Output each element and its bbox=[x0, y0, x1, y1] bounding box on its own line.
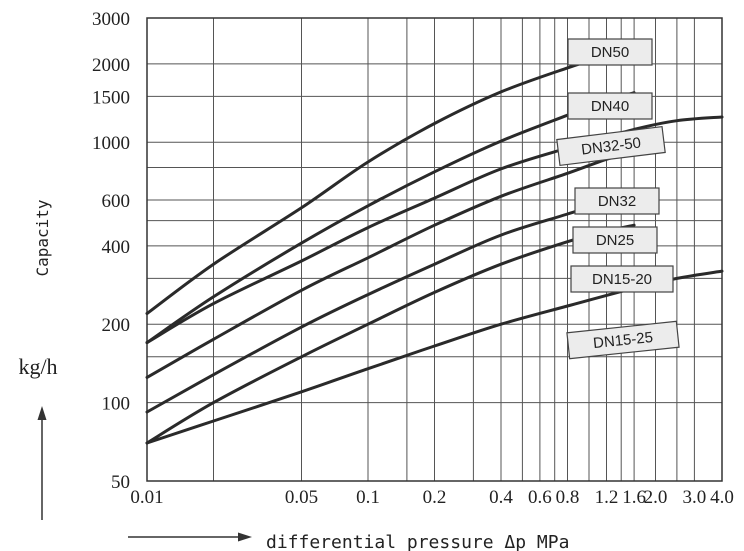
series-label-text: DN32 bbox=[598, 193, 636, 210]
y-tick-label: 400 bbox=[102, 237, 131, 258]
series-label-text: DN50 bbox=[591, 44, 629, 61]
series-line-dn50 bbox=[145, 46, 636, 315]
y-tick-label: 200 bbox=[102, 315, 131, 336]
series-line-dn32-50 bbox=[145, 115, 724, 345]
y-axis-unit: kg/h bbox=[18, 354, 57, 379]
x-tick-label: 0.8 bbox=[556, 487, 580, 508]
y-tick-label: 2000 bbox=[92, 55, 130, 76]
series-label-dn50: DN50 bbox=[567, 38, 653, 66]
x-tick-label: 1.6 bbox=[622, 487, 646, 508]
x-tick-label: 0.2 bbox=[423, 487, 447, 508]
series-label-text: DN15-20 bbox=[592, 271, 652, 288]
plot-frame bbox=[146, 17, 723, 482]
y-tick-label: 50 bbox=[111, 472, 130, 493]
series-label-text: DN40 bbox=[591, 98, 629, 115]
series-label-box bbox=[572, 226, 658, 254]
y-tick-label: 1000 bbox=[92, 133, 130, 154]
x-tick-label: 2.0 bbox=[644, 487, 668, 508]
series-label-box bbox=[574, 187, 660, 215]
x-tick-label: 0.6 bbox=[528, 487, 552, 508]
series-label-text: DN25 bbox=[596, 232, 634, 249]
series-label-dn32-50: DN32-50 bbox=[556, 125, 666, 167]
x-tick-labels: 0.01 0.05 0.1 0.2 0.4 0.6 0.8 1.2 1.62.0 3.0 4.0 bbox=[130, 487, 734, 508]
series-label-text: DN15-25 bbox=[592, 329, 653, 352]
x-tick-label: 0.01 bbox=[130, 487, 163, 508]
series-label-dn15-25: DN15-25 bbox=[566, 320, 680, 360]
series-label-box bbox=[566, 320, 680, 360]
x-axis-arrow bbox=[128, 532, 252, 542]
series-label-box bbox=[567, 92, 653, 120]
y-tick-label: 100 bbox=[102, 394, 131, 415]
series-label-box bbox=[556, 125, 666, 167]
series-label-dn40: DN40 bbox=[567, 92, 653, 120]
x-tick-label: 0.05 bbox=[285, 487, 318, 508]
x-tick-label: 4.0 bbox=[710, 487, 734, 508]
series-label-dn32: DN32 bbox=[574, 187, 660, 215]
y-axis-arrow bbox=[37, 406, 47, 520]
x-tick-label: 3.0 bbox=[683, 487, 707, 508]
x-tick-label: 1.2 bbox=[595, 487, 619, 508]
x-tick-label: 0.4 bbox=[489, 487, 513, 508]
y-tick-label: 3000 bbox=[92, 9, 130, 30]
y-tick-label: 1500 bbox=[92, 87, 130, 108]
x-tick-label: 0.1 bbox=[356, 487, 380, 508]
series-label-dn25: DN25 bbox=[572, 226, 658, 254]
series-labels: DN50 DN40 DN32-50 DN32 DN25 DN15-20 DN15-25 bbox=[556, 38, 680, 360]
series-label-box bbox=[567, 38, 653, 66]
series-line-dn25 bbox=[145, 193, 636, 414]
series-label-box bbox=[570, 265, 674, 293]
y-tick-labels: 3000 2000 1500 1000 600 400 200 100 50 bbox=[92, 9, 130, 493]
y-axis-label: Capacity bbox=[33, 199, 52, 276]
y-tick-label: 600 bbox=[102, 191, 131, 212]
series-line-dn32 bbox=[145, 150, 636, 379]
x-axis-label: differential pressure Δp MPa bbox=[266, 532, 569, 551]
series-label-dn15-20: DN15-20 bbox=[570, 265, 674, 293]
